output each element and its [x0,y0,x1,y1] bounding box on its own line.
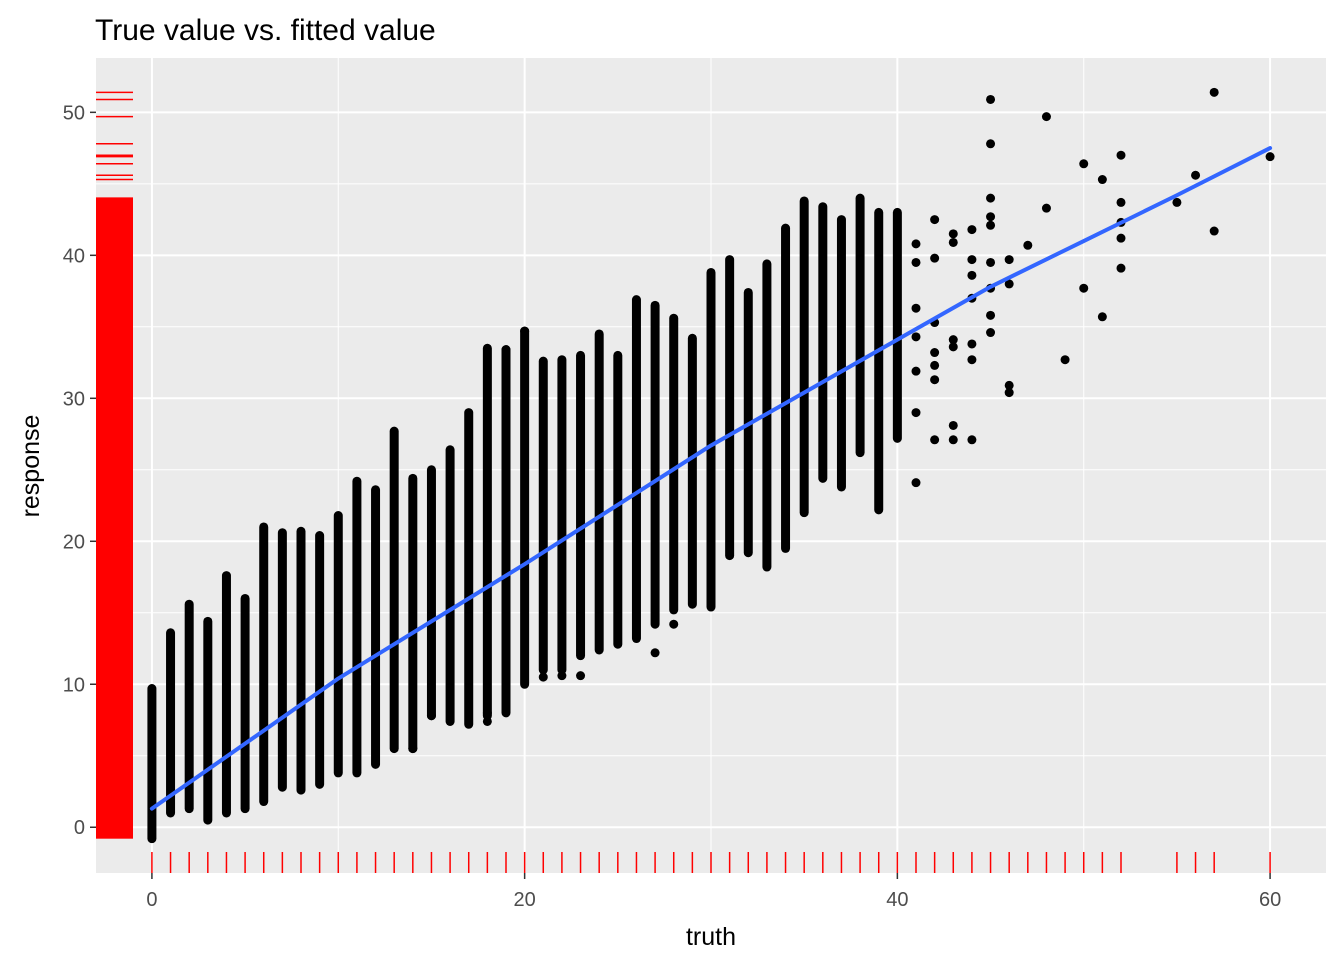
data-point [482,708,492,718]
data-point [650,648,660,658]
data-point [986,193,996,203]
data-point [1079,159,1089,169]
data-point [986,212,996,222]
data-point [1265,152,1275,162]
data-point [986,328,996,338]
y-tick-label: 10 [63,674,85,696]
data-point [967,339,977,349]
data-point [986,310,996,320]
data-point [1004,279,1014,289]
data-point [948,237,958,247]
data-point [1004,255,1014,265]
y-tick-label: 40 [63,245,85,267]
data-point [520,326,530,336]
data-point [930,215,940,225]
data-point [1172,197,1182,207]
data-point [986,220,996,230]
data-point [1023,240,1033,250]
data-point [576,671,586,681]
data-point [911,303,921,313]
data-point [967,225,977,235]
data-point [967,270,977,280]
data-point [1191,170,1201,180]
data-point [1116,150,1126,160]
data-point [948,435,958,445]
y-axis-title: response [17,415,45,518]
data-point [930,253,940,263]
chart-title: True value vs. fitted value [95,14,436,47]
data-point [1079,283,1089,293]
data-point [1209,226,1219,236]
rug-marks [96,91,1271,873]
y-tick-label: 0 [74,817,85,839]
x-tick-label: 0 [146,889,157,911]
data-point [426,711,436,721]
data-point [501,345,511,355]
smooth-line [149,146,1273,811]
data-point [930,360,940,370]
data-point [911,239,921,249]
data-point [948,335,958,345]
data-point [1060,355,1070,365]
data-point [1004,388,1014,398]
data-point [669,619,679,629]
data-point [967,355,977,365]
y-tick-label: 50 [63,102,85,124]
y-rug-dense [96,198,133,839]
y-axis-ticks: 0 10 20 30 40 50 [63,102,96,839]
y-tick-label: 30 [63,388,85,410]
smooth-line-group [149,146,1273,811]
x-tick-label: 60 [1259,889,1281,911]
data-point [1004,380,1014,390]
x-tick-label: 20 [514,889,536,911]
data-point [1097,175,1107,185]
data-point [930,375,940,385]
data-point [911,366,921,376]
data-point [967,255,977,265]
data-point [948,229,958,239]
data-point [911,257,921,267]
data-point [948,342,958,352]
data-point [1041,203,1051,213]
data-point [1209,87,1219,97]
data-point [1097,312,1107,322]
data-point [986,94,996,104]
data-point [986,139,996,149]
data-point [1116,263,1126,273]
data-point [1116,197,1126,207]
data-point [911,478,921,488]
x-axis-ticks: 0 20 40 60 [146,873,1281,911]
data-point [1116,233,1126,243]
data-point [948,420,958,430]
data-point [1041,112,1051,122]
data-point [930,435,940,445]
point-strips [147,193,902,844]
x-tick-label: 40 [886,889,908,911]
y-tick-label: 20 [63,531,85,553]
data-point [482,716,492,726]
data-point [408,744,418,754]
data-point [986,257,996,267]
data-point [930,348,940,358]
data-point [911,408,921,418]
data-point [538,672,548,682]
x-axis-title: truth [686,923,736,951]
data-point [967,435,977,445]
data-point [911,332,921,342]
data-point [557,671,567,681]
